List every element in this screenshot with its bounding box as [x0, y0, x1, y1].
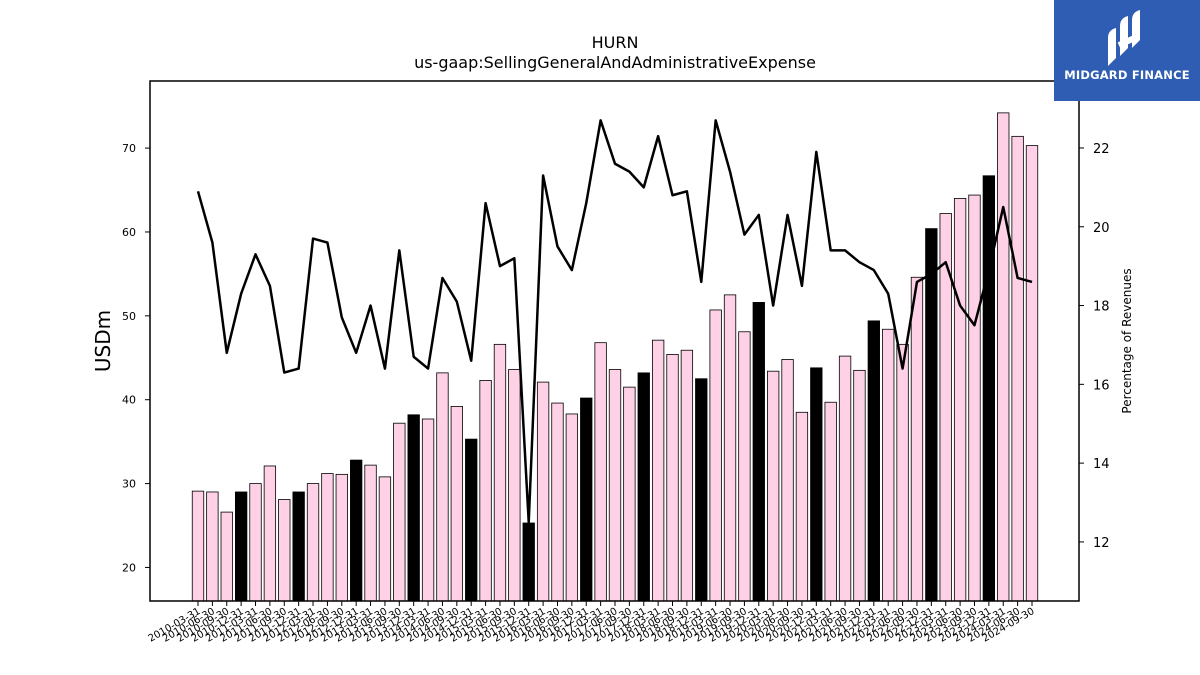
bar-2015-12-31: [522, 522, 535, 602]
y2-tick-label: 16: [1093, 378, 1110, 393]
y2-axis-label: Percentage of Revenues: [1120, 268, 1134, 413]
bar-2019-03-31: [709, 309, 722, 602]
y-tick-label: 20: [122, 561, 136, 574]
y-tick-label: 50: [122, 310, 136, 323]
chart-subtitle: us-gaap:SellingGeneralAndAdministrativeE…: [414, 53, 816, 72]
x-axis: 2010-03-312010-06-302010-09-302010-12-31…: [147, 601, 1037, 645]
y-tick-label: 70: [122, 142, 136, 155]
bar-2024-03-31: [997, 112, 1010, 602]
bar-2021-12-31: [867, 320, 880, 602]
bar-2023-09-30: [968, 194, 981, 602]
bar-2022-03-31: [882, 328, 895, 602]
line-group: [196, 119, 1033, 524]
bar-2021-09-30: [853, 369, 866, 602]
bar-2020-12-31: [810, 367, 823, 602]
percentage-of-revenues-line: [196, 119, 1033, 524]
bar-2011-06-30: [263, 465, 277, 602]
bar-2016-06-30: [551, 402, 564, 602]
bar-2014-03-31: [421, 418, 435, 602]
bar-2017-12-31: [637, 372, 650, 602]
bar-2010-06-30: [206, 491, 219, 602]
brand-logo: MIDGARD FINANCE: [1054, 0, 1200, 101]
logo-text: MIDGARD FINANCE: [1064, 68, 1190, 82]
bar-2018-12-31: [695, 378, 708, 602]
bar-2015-06-30: [493, 343, 507, 602]
bar-2022-09-30: [910, 276, 924, 602]
y-tick-label: 60: [122, 226, 136, 239]
bars-group: [191, 112, 1039, 602]
bar-2015-03-31: [479, 380, 492, 602]
bar-2015-09-30: [508, 369, 521, 602]
bar-2020-06-30: [781, 359, 794, 602]
bar-2017-06-30: [608, 369, 622, 602]
bar-2011-09-30: [278, 499, 291, 602]
bar-2020-03-31: [767, 370, 780, 602]
chart-title: HURN: [592, 33, 639, 52]
bar-2016-03-31: [536, 381, 550, 602]
logo-mark-icon: [1108, 10, 1140, 66]
bar-2019-09-30: [738, 331, 751, 602]
bar-2013-12-31: [407, 414, 420, 602]
bar-2012-12-31: [350, 459, 363, 602]
bar-2023-06-30: [953, 198, 967, 602]
bar-2013-09-30: [393, 422, 406, 602]
bar-2018-03-31: [651, 339, 665, 602]
bar-2011-12-31: [292, 491, 305, 602]
bar-2019-06-30: [723, 294, 737, 602]
bar-2010-12-31: [234, 491, 248, 602]
y2-tick-label: 20: [1093, 221, 1110, 236]
bar-2012-03-31: [306, 483, 320, 602]
bar-2013-03-31: [364, 464, 377, 602]
left-axis: 20 30 40 50 60 70: [122, 142, 150, 574]
y2-tick-label: 14: [1093, 457, 1110, 472]
bar-2023-12-31: [982, 175, 996, 602]
bar-2012-06-30: [321, 473, 334, 602]
bar-2021-03-31: [824, 401, 837, 602]
bar-2010-09-30: [220, 511, 233, 602]
bar-2014-09-30: [450, 406, 463, 602]
bar-2010-03-31: [191, 490, 205, 602]
y2-tick-label: 22: [1093, 142, 1110, 157]
bar-2012-09-30: [335, 473, 348, 602]
bar-2022-06-30: [896, 343, 909, 602]
bar-2011-03-31: [249, 483, 262, 602]
bar-2021-06-30: [838, 355, 852, 602]
y-tick-label: 40: [122, 394, 136, 407]
bar-2014-12-31: [465, 438, 478, 602]
y-tick-label: 30: [122, 478, 136, 491]
bar-2016-09-30: [565, 413, 579, 602]
bar-2017-03-31: [594, 342, 607, 602]
y-axis-label: USDm: [91, 310, 115, 372]
bar-2018-09-30: [680, 349, 694, 602]
bar-2018-06-30: [666, 354, 679, 602]
bar-2022-12-31: [925, 228, 938, 602]
bar-2019-12-31: [752, 302, 765, 602]
bar-2017-09-30: [623, 386, 636, 602]
bar-2014-06-30: [436, 372, 449, 602]
y2-tick-label: 18: [1093, 300, 1110, 315]
bar-2024-06-30: [1011, 135, 1024, 602]
bar-2024-09-30: [1025, 145, 1039, 602]
bar-2016-12-31: [580, 397, 593, 602]
y2-tick-label: 12: [1093, 536, 1110, 551]
bar-2020-09-30: [795, 411, 809, 602]
bar-2013-06-30: [378, 476, 392, 602]
right-axis: 12 14 16 18 20 22: [1079, 142, 1110, 551]
